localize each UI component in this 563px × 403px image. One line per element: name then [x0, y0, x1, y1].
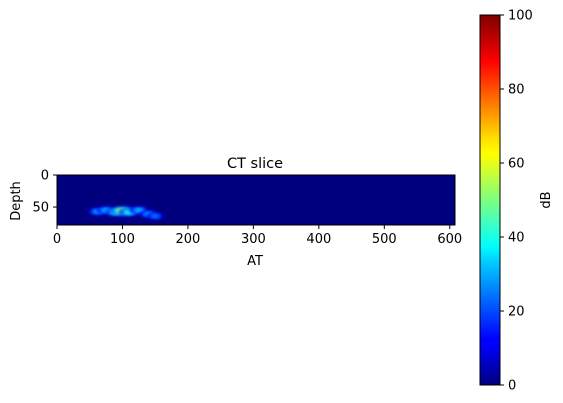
hotspot-7-layer-3: [151, 214, 160, 218]
colorbar-label: dB: [539, 191, 554, 208]
heatmap-frame: [56, 174, 456, 226]
colorbar-gradient: [480, 15, 500, 385]
colorbar: 0 20 40 60 80 100 dB: [479, 9, 554, 394]
hotspot-5-layer-3: [134, 208, 144, 212]
x-tick-label: 100: [110, 232, 135, 247]
colorbar-tick-label: 0: [508, 379, 516, 394]
colorbar-frame: [479, 14, 501, 386]
y-tick-label: 0: [41, 169, 49, 184]
x-tick-label: 300: [241, 232, 266, 247]
colorbar-ticks: 0 20 40 60 80 100: [500, 9, 533, 394]
x-tick-label: 0: [53, 232, 61, 247]
x-tick-label: 600: [437, 232, 462, 247]
heatmap-area: [56, 174, 456, 226]
y-tick-label: 50: [32, 201, 49, 216]
x-tick-label: 200: [176, 232, 201, 247]
x-axis: 0 100 200 300 400 500 600: [53, 225, 462, 247]
colorbar-tick-label: 60: [508, 157, 525, 172]
colorbar-tick-label: 100: [508, 9, 533, 24]
heatmap-hotspots: [88, 206, 164, 220]
colorbar-tick-label: 20: [508, 305, 525, 320]
colorbar-tick-label: 40: [508, 231, 525, 246]
colorbar-tick-label: 80: [508, 83, 525, 98]
x-tick-label: 400: [306, 232, 331, 247]
y-axis: 0 50: [32, 169, 57, 216]
x-axis-label: AT: [247, 254, 263, 269]
y-axis-label: Depth: [9, 181, 24, 221]
x-tick-label: 500: [372, 232, 397, 247]
chart-title: CT slice: [227, 156, 283, 172]
heatmap-background: [57, 175, 455, 225]
